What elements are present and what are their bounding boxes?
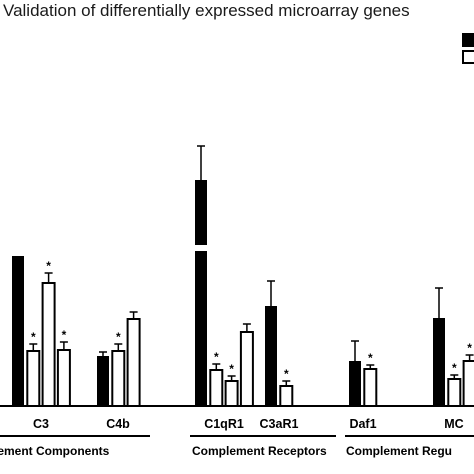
x-tick-label: Daf1: [349, 417, 376, 431]
bar-C3-s2: [41, 282, 56, 407]
legend-swatch-solid: [462, 33, 474, 47]
bar-MC-s0: [433, 318, 445, 406]
bar-Daf1-s0: [349, 361, 361, 406]
bar-C4b-s1: [111, 350, 126, 407]
bar-C1qR1-s0-upper: [195, 180, 207, 245]
bar-C3aR1-s1: [279, 385, 294, 407]
x-tick-labels: C3 C4b C1qR1 C3aR1 Daf1 MC: [33, 417, 464, 431]
bar-C3-s3: [56, 349, 71, 407]
significance-marker: *: [214, 350, 219, 364]
bars-layer: * * * * * * * * * *: [12, 145, 474, 407]
legend-swatch-open: [462, 50, 474, 64]
bar-MC-s2: [462, 360, 474, 407]
chart-title: Validation of differentially expressed m…: [3, 1, 410, 20]
bar-C4b-s2: [126, 318, 141, 407]
group-label: lement Components: [0, 444, 110, 458]
bar-MC-s1: [447, 378, 462, 407]
group-labels: lement Components Complement Receptors Com…: [0, 435, 474, 458]
significance-marker: *: [368, 351, 373, 365]
x-tick-label: C3: [33, 417, 49, 431]
bar-Daf1-s1: [363, 368, 378, 407]
significance-marker: *: [229, 362, 234, 376]
bar-C3-s1: [26, 350, 41, 407]
bar-C1qR1-s1: [209, 369, 224, 407]
group-label: Complement Receptors: [192, 444, 327, 458]
bar-C3-s0: [12, 256, 24, 406]
bar-C1qR1-s3: [239, 331, 254, 407]
bar-C3aR1-s0: [265, 306, 277, 406]
significance-marker: *: [284, 367, 289, 381]
significance-marker: *: [31, 330, 36, 344]
x-tick-label: C4b: [106, 417, 130, 431]
x-tick-label: MC: [444, 417, 463, 431]
significance-marker: *: [452, 361, 457, 375]
bar-C4b-s0: [97, 356, 109, 406]
group-label: Complement Regu: [346, 444, 452, 458]
legend: [462, 33, 474, 64]
x-tick-label: C1qR1: [204, 417, 244, 431]
x-tick-label: C3aR1: [260, 417, 299, 431]
significance-marker: *: [116, 330, 121, 344]
significance-marker: *: [46, 259, 51, 273]
bar-C1qR1-s2: [224, 380, 239, 407]
significance-marker: *: [62, 328, 67, 342]
significance-marker: *: [467, 341, 472, 355]
bar-C1qR1-s0-lower: [195, 251, 207, 406]
